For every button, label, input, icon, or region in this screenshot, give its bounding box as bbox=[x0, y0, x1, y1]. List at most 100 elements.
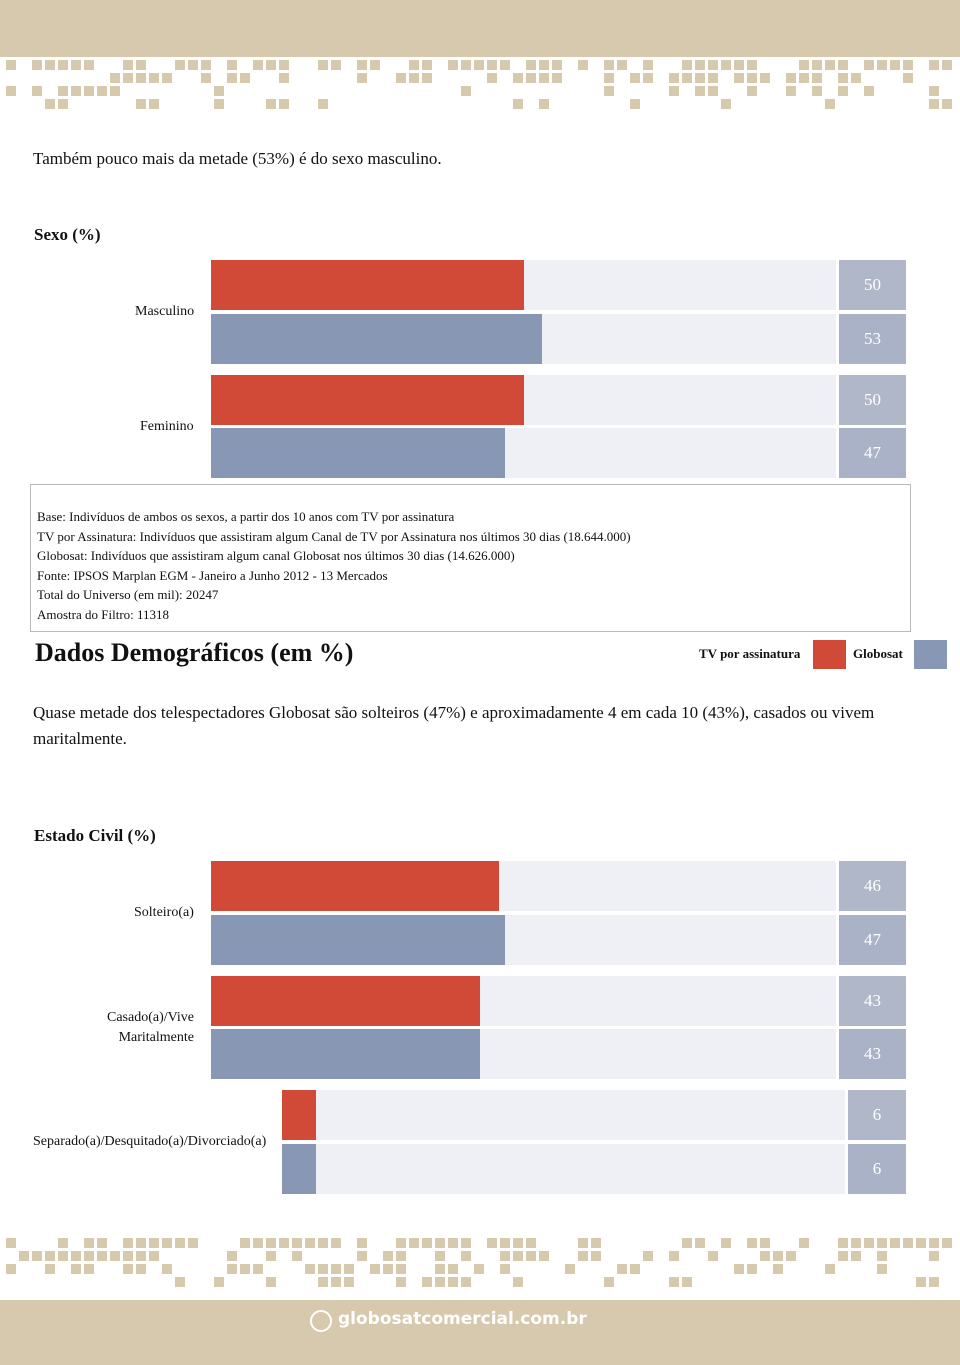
decoration bbox=[747, 60, 757, 70]
note-line: Globosat: Indivíduos que assistiram algu… bbox=[37, 548, 515, 564]
decoration bbox=[929, 86, 939, 96]
decoration bbox=[396, 1277, 406, 1287]
decoration bbox=[409, 1238, 419, 1248]
decoration bbox=[409, 60, 419, 70]
decoration bbox=[773, 1264, 783, 1274]
decoration bbox=[578, 1238, 588, 1248]
decoration bbox=[19, 1251, 29, 1261]
decoration bbox=[539, 73, 549, 83]
decoration bbox=[461, 1277, 471, 1287]
decoration bbox=[292, 1251, 302, 1261]
decoration bbox=[513, 1238, 523, 1248]
decoration bbox=[188, 1238, 198, 1248]
decoration bbox=[6, 1264, 16, 1274]
bar bbox=[211, 374, 524, 425]
decoration bbox=[357, 1251, 367, 1261]
decoration bbox=[136, 60, 146, 70]
decoration bbox=[331, 1277, 341, 1287]
decoration bbox=[84, 60, 94, 70]
decoration bbox=[71, 1251, 81, 1261]
decoration bbox=[214, 86, 224, 96]
decoration bbox=[669, 1251, 679, 1261]
decoration bbox=[682, 60, 692, 70]
value-box: 50 bbox=[839, 260, 906, 310]
decoration bbox=[84, 1238, 94, 1248]
decoration bbox=[305, 1264, 315, 1274]
decoration bbox=[175, 1277, 185, 1287]
decoration bbox=[500, 1238, 510, 1248]
decoration bbox=[6, 1238, 16, 1248]
decoration bbox=[669, 86, 679, 96]
decoration bbox=[136, 73, 146, 83]
footer-url: globosatcomercial.com.br bbox=[338, 1309, 587, 1329]
bar bbox=[211, 1029, 480, 1079]
decoration bbox=[721, 1238, 731, 1248]
decoration bbox=[799, 73, 809, 83]
decoration bbox=[227, 60, 237, 70]
decoration bbox=[357, 60, 367, 70]
note-line: TV por Assinatura: Indivíduos que assist… bbox=[37, 528, 631, 544]
decoration bbox=[539, 1251, 549, 1261]
value-box: 50 bbox=[839, 374, 906, 425]
decoration bbox=[838, 86, 848, 96]
legend-swatch bbox=[914, 640, 947, 669]
decoration bbox=[448, 60, 458, 70]
decoration bbox=[526, 1251, 536, 1261]
footer-band bbox=[0, 1300, 960, 1365]
decoration bbox=[825, 99, 835, 109]
bar bbox=[211, 313, 543, 364]
footer-logo bbox=[310, 1310, 332, 1332]
decoration bbox=[383, 1251, 393, 1261]
decoration bbox=[227, 73, 237, 83]
decoration bbox=[266, 1238, 276, 1248]
decoration bbox=[552, 60, 562, 70]
decoration bbox=[747, 1264, 757, 1274]
decoration bbox=[825, 1264, 835, 1274]
decoration bbox=[578, 1251, 588, 1261]
decoration bbox=[123, 1264, 133, 1274]
decoration bbox=[708, 60, 718, 70]
decoration bbox=[162, 1264, 172, 1274]
decoration bbox=[838, 73, 848, 83]
decoration bbox=[799, 1238, 809, 1248]
decoration bbox=[214, 99, 224, 109]
decoration bbox=[708, 1251, 718, 1261]
decoration bbox=[760, 1238, 770, 1248]
decoration bbox=[409, 73, 419, 83]
bar bbox=[282, 1143, 316, 1194]
decoration bbox=[58, 1251, 68, 1261]
decoration bbox=[422, 1277, 432, 1287]
intro-text: Também pouco mais da metade (53%) é do s… bbox=[33, 149, 442, 168]
decoration bbox=[370, 60, 380, 70]
decoration bbox=[240, 1238, 250, 1248]
note-line: Fonte: IPSOS Marplan EGM - Janeiro a Jun… bbox=[37, 567, 388, 583]
decoration bbox=[136, 1264, 146, 1274]
decoration bbox=[331, 1264, 341, 1274]
decoration bbox=[227, 1251, 237, 1261]
decoration bbox=[448, 1264, 458, 1274]
decoration bbox=[643, 73, 653, 83]
decoration bbox=[552, 73, 562, 83]
bar bbox=[211, 861, 499, 911]
decoration bbox=[838, 60, 848, 70]
note-line: Total do Universo (em mil): 20247 bbox=[37, 587, 219, 603]
decoration bbox=[318, 60, 328, 70]
decoration bbox=[123, 73, 133, 83]
decoration bbox=[58, 60, 68, 70]
decoration bbox=[97, 1238, 107, 1248]
decoration bbox=[630, 1264, 640, 1274]
value-box: 46 bbox=[839, 861, 906, 911]
decoration bbox=[422, 73, 432, 83]
decoration bbox=[32, 60, 42, 70]
decoration bbox=[45, 99, 55, 109]
category-label: Feminino bbox=[140, 418, 194, 434]
decoration bbox=[812, 86, 822, 96]
decoration bbox=[825, 60, 835, 70]
decoration bbox=[97, 1251, 107, 1261]
decoration bbox=[331, 1238, 341, 1248]
decoration bbox=[175, 60, 185, 70]
decoration bbox=[422, 60, 432, 70]
decoration bbox=[916, 1238, 926, 1248]
decoration bbox=[422, 1238, 432, 1248]
decoration bbox=[344, 1277, 354, 1287]
